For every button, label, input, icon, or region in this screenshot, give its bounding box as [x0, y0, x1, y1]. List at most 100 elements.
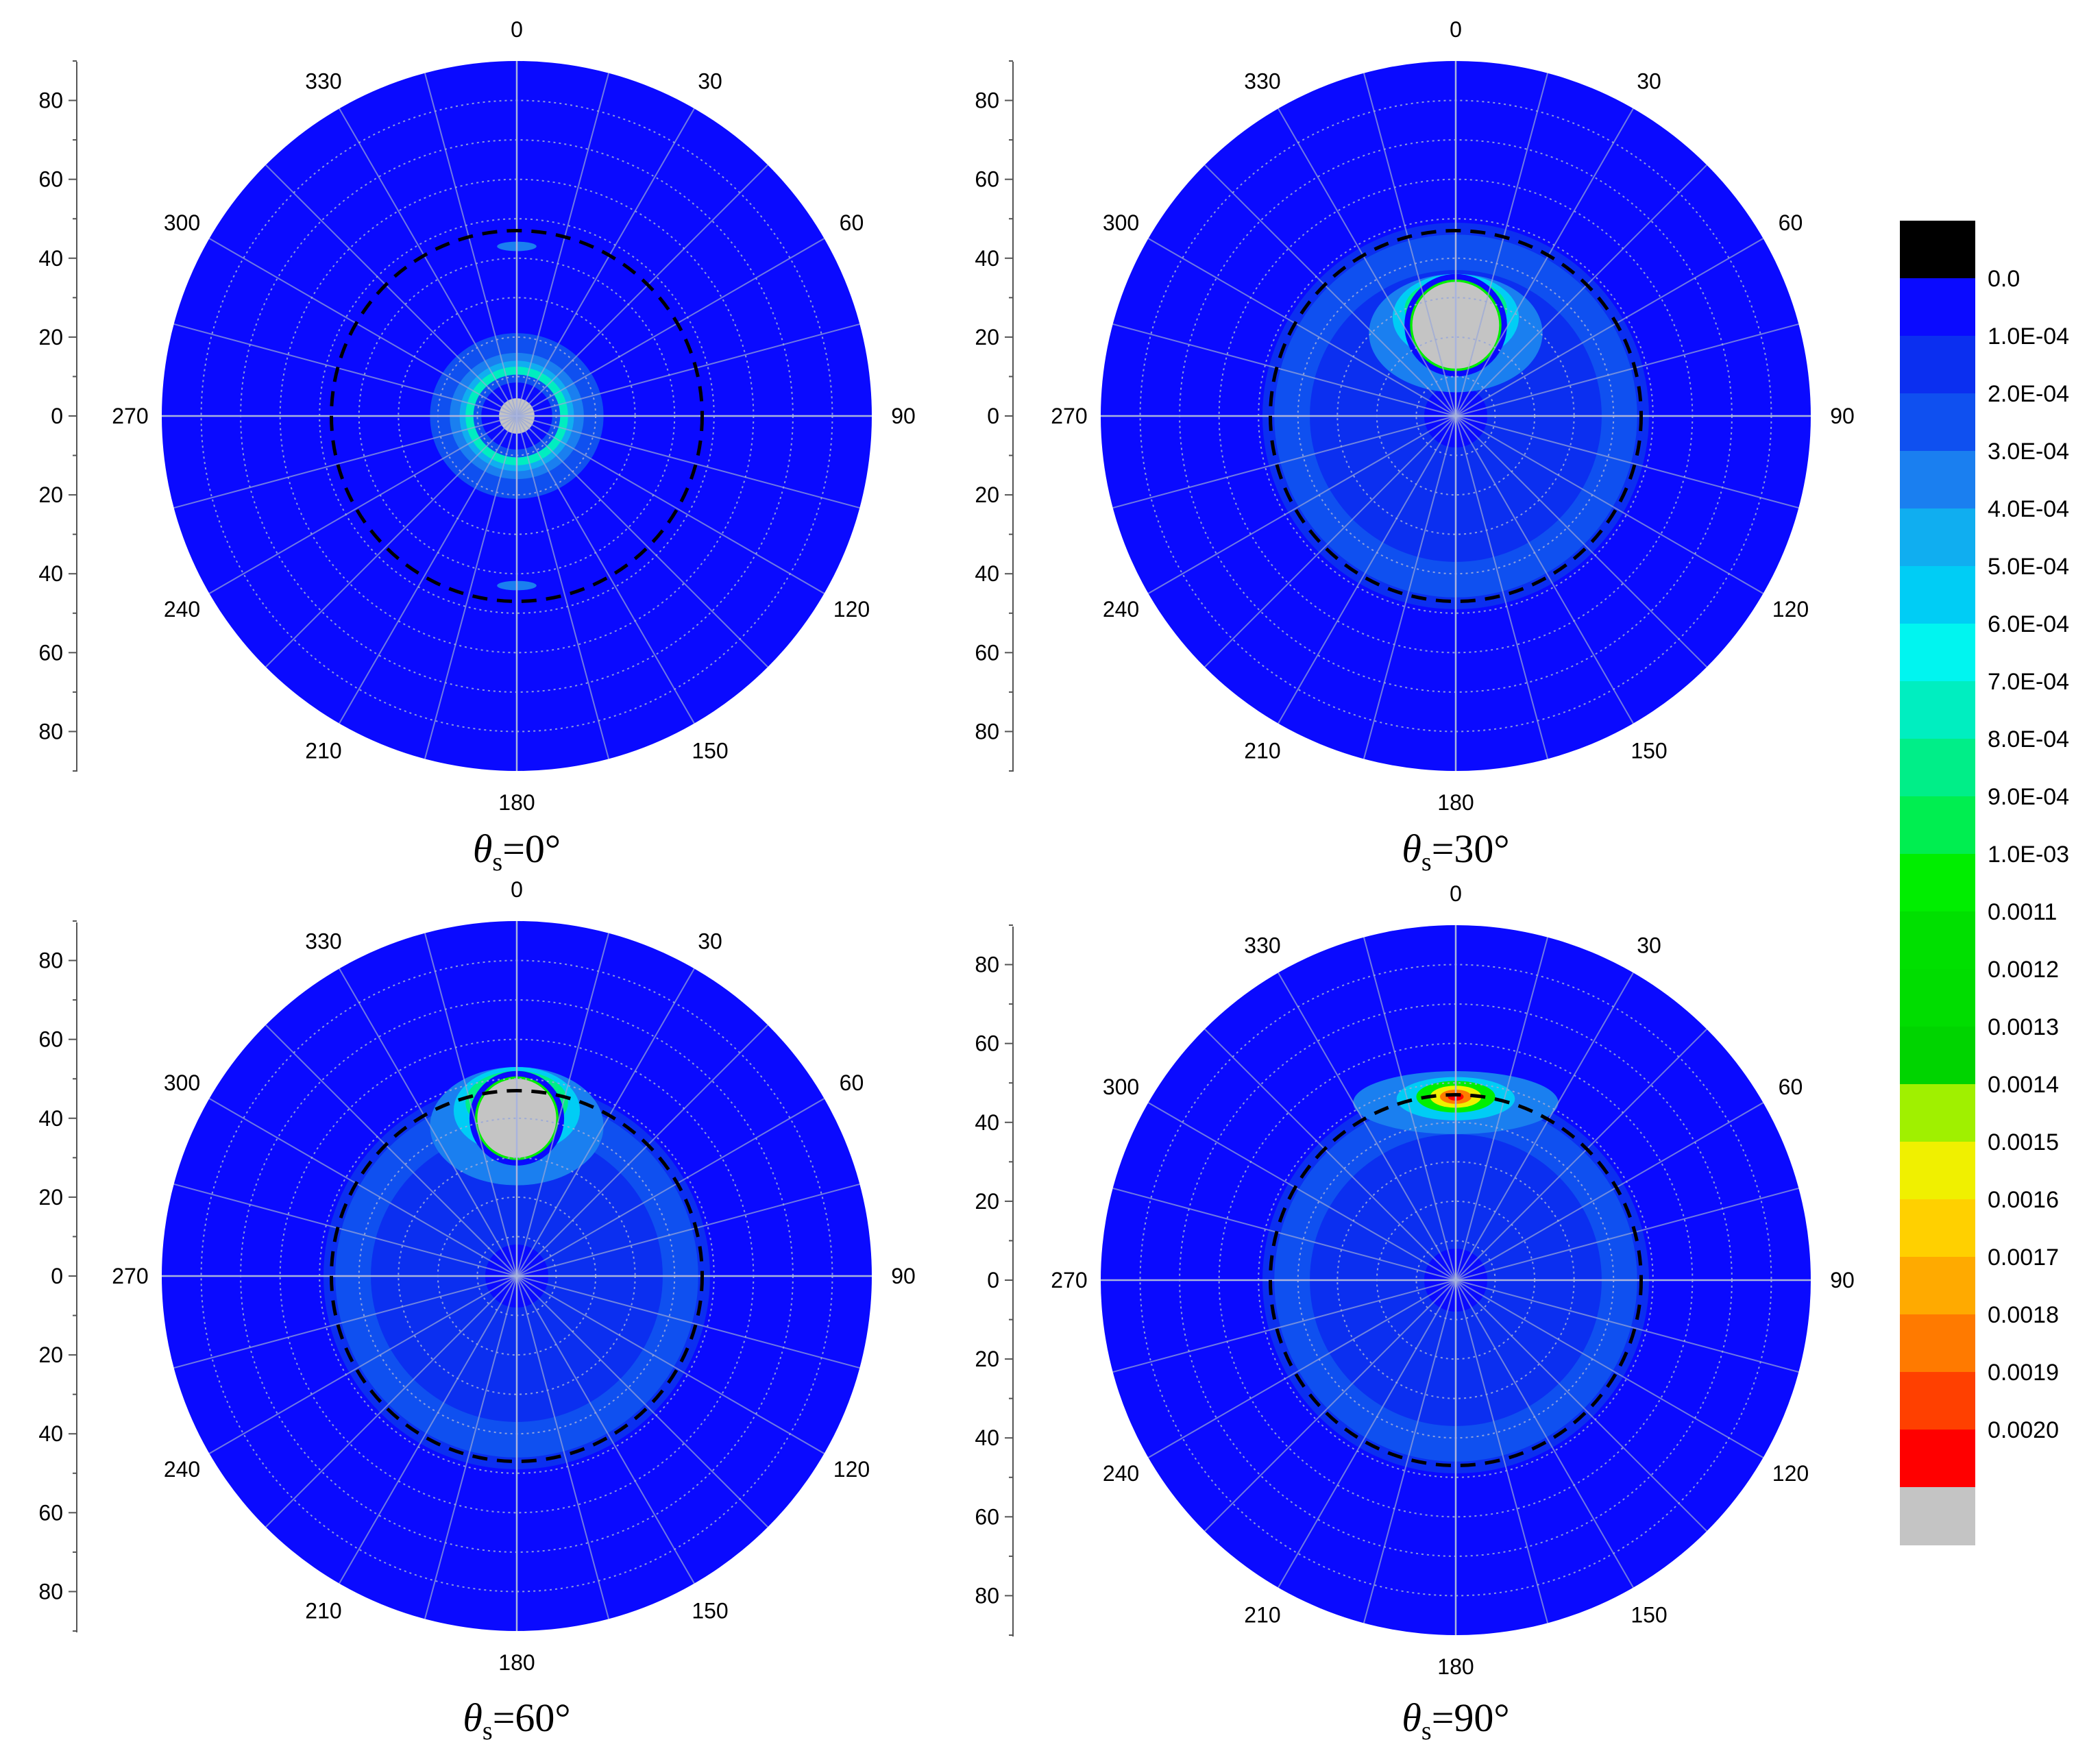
grid-spoke — [1455, 1187, 1799, 1281]
polar-panel-3: 0 30 60 90 120 150 180 210 240 270 300 330 80 60 40 20 0… — [38, 877, 915, 1675]
colorbar-label: 2.0E-04 — [1988, 381, 2069, 407]
angular-tick-label: 210 — [305, 1598, 341, 1623]
grid-spoke — [516, 73, 610, 417]
radial-axis: 80 60 40 20 0 20 40 60 80 — [38, 920, 77, 1632]
colorbar-label: 5.0E-04 — [1988, 554, 2069, 580]
colorbar: 0.0 1.0E-04 2.0E-04 3.0E-04 4.0E-04 5.0E-04 6.… — [1900, 221, 2069, 1545]
grid-spoke — [516, 1098, 825, 1277]
radial-tick-label: 40 — [38, 1421, 63, 1446]
grid-spoke — [516, 415, 695, 724]
angular-tick-label: 0 — [1450, 881, 1462, 906]
grid-spoke — [339, 1275, 517, 1584]
panel-caption-1: θs=0° — [473, 826, 561, 876]
radial-tick-label: 20 — [975, 325, 999, 350]
angular-tick-label: 180 — [498, 1650, 535, 1675]
colorbar-swatch — [1900, 1142, 1975, 1200]
colorbar-label: 0.0011 — [1988, 899, 2057, 925]
grid-spoke — [1455, 415, 1799, 509]
radial-tick-label: 40 — [38, 561, 63, 586]
grid-spoke — [1455, 238, 1764, 417]
radial-tick-label: 60 — [975, 1504, 999, 1529]
grid-spoke — [1455, 415, 1549, 759]
radial-tick-label: 80 — [975, 719, 999, 744]
angular-tick-label: 330 — [305, 929, 341, 954]
radial-tick-label: 60 — [38, 640, 63, 665]
grid-spoke — [516, 415, 768, 667]
grid-spoke — [1204, 1029, 1456, 1281]
radial-axis: 80 60 40 20 0 20 40 60 80 — [975, 924, 1014, 1636]
radial-tick-label: 60 — [38, 1027, 63, 1052]
grid-spoke — [516, 1275, 860, 1369]
angular-tick-label: 60 — [840, 210, 864, 235]
grid-spoke — [1278, 108, 1456, 417]
grid-spoke — [516, 238, 825, 417]
panel-caption-2: θs=30° — [1402, 826, 1509, 876]
colorbar-label: 0.0013 — [1988, 1014, 2059, 1040]
angular-tick-label: 270 — [112, 1264, 148, 1288]
colorbar-label: 0.0012 — [1988, 957, 2059, 983]
grid-spoke — [1147, 415, 1456, 594]
colorbar-swatch — [1900, 681, 1975, 739]
grid-spoke — [1455, 1279, 1764, 1458]
angular-tick-label: 60 — [1779, 1075, 1803, 1099]
colorbar-label: 0.0016 — [1988, 1187, 2059, 1213]
polar-panel-2: 0 30 60 90 120 150 180 210 240 270 300 330 80 60 40 20 0… — [975, 17, 1854, 815]
colorbar-label: 6.0E-04 — [1988, 611, 2069, 637]
angular-tick-label: 30 — [698, 69, 722, 94]
radial-tick-label: 60 — [38, 1500, 63, 1525]
radial-tick-label: 80 — [975, 88, 999, 113]
angular-tick-label: 210 — [1244, 1602, 1280, 1627]
grid-spoke — [208, 238, 517, 417]
colorbar-swatch — [1900, 1199, 1975, 1258]
grid-spoke — [516, 1275, 768, 1528]
angular-tick-label: 180 — [498, 790, 535, 815]
grid-spoke — [1112, 323, 1456, 417]
angular-tick-label: 240 — [164, 597, 200, 622]
angular-tick-label: 150 — [1631, 1602, 1667, 1627]
grid-spoke — [1455, 1029, 1707, 1281]
radial-tick-label: 40 — [38, 246, 63, 271]
grid-spoke — [173, 415, 517, 509]
grid-spoke — [516, 323, 860, 417]
grid-spoke — [424, 1275, 517, 1619]
colorbar-swatch — [1900, 221, 1975, 279]
colorbar-label: 9.0E-04 — [1988, 784, 2069, 810]
grid-spoke — [1455, 1279, 1634, 1589]
radial-tick-label: 80 — [38, 719, 63, 744]
grid-spoke — [424, 73, 517, 417]
colorbar-swatch — [1900, 278, 1975, 336]
panel-caption-3: θs=60° — [463, 1695, 570, 1745]
grid-spoke — [265, 1025, 517, 1277]
polar-panel-1: 0 30 60 90 120 150 180 210 240 270 300 330 80 60 40 20 0… — [38, 17, 915, 815]
colorbar-label: 4.0E-04 — [1988, 496, 2069, 522]
grid-spoke — [1278, 1279, 1456, 1589]
angular-tick-label: 150 — [692, 738, 728, 763]
radial-tick-label: 80 — [975, 953, 999, 977]
polar-panel-4: 0 30 60 90 120 150 180 210 240 270 300 330 80 60 40 20 0… — [975, 881, 1854, 1679]
radial-tick-label: 40 — [975, 1110, 999, 1135]
grid-spoke — [1363, 415, 1456, 759]
colorbar-swatch — [1900, 566, 1975, 624]
radial-tick-label: 40 — [975, 246, 999, 271]
grid-spoke — [516, 933, 610, 1277]
angular-tick-label: 240 — [1103, 1461, 1139, 1486]
radial-tick-label: 20 — [975, 1347, 999, 1371]
panels: 0306090120150180210240270300330806040200… — [38, 17, 1854, 1679]
radial-tick-label: 0 — [987, 1268, 999, 1292]
angular-tick-label: 330 — [305, 69, 341, 94]
grid-spoke — [1455, 415, 1764, 594]
angular-tick-label: 0 — [1450, 17, 1462, 42]
angular-tick-label: 270 — [1051, 1268, 1087, 1292]
grid-spoke — [173, 1275, 517, 1369]
grid-spoke — [339, 968, 517, 1277]
grid-spoke — [516, 1275, 825, 1454]
radial-tick-label: 20 — [975, 1189, 999, 1214]
radial-tick-label: 20 — [38, 325, 63, 350]
grid-spoke — [1455, 1102, 1764, 1281]
angular-tick-label: 210 — [305, 738, 341, 763]
colorbar-swatch — [1900, 1027, 1975, 1085]
grid-spoke — [1363, 937, 1456, 1281]
radial-tick-label: 80 — [38, 948, 63, 973]
radial-tick-label: 80 — [975, 1583, 999, 1608]
